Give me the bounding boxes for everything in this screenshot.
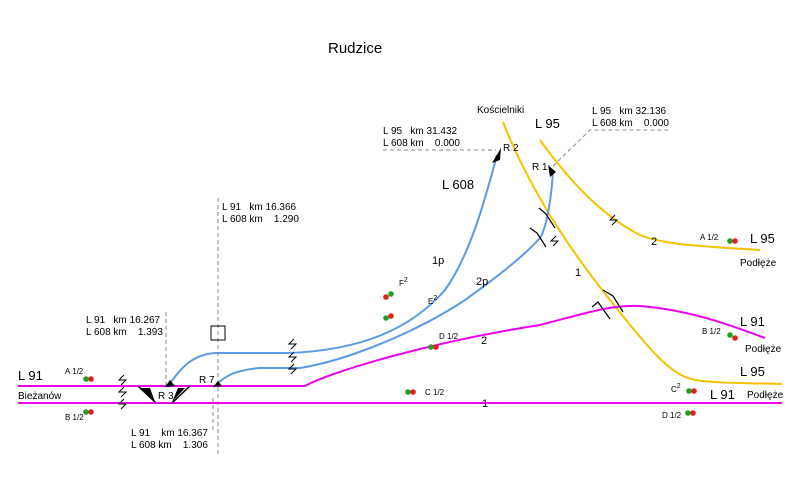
track-label-1p: 1p [432,255,444,267]
r2-switch-point [492,148,501,163]
r3-crossover-right [172,388,185,402]
kilometer-post-marker [210,325,226,341]
km-r2-l95: L 95 km 31.432 [383,126,458,137]
signal-label-c12: C 1/2 [425,388,445,397]
direction-marks [117,214,619,410]
l91-track-2 [304,304,766,387]
place-biezanow: Bieżanów [18,391,62,402]
km-r1-l608: L 608 km 0.000 [592,118,669,129]
signal-label-d12-right: D 1/2 [662,411,682,420]
place-podleze-2: Podłęże [745,344,782,355]
track-label-l91-2: 2 [481,335,487,347]
signal-label-a12-left: A 1/2 [65,367,84,376]
line-91-tracks [18,304,782,404]
l608-track-1p [167,154,498,387]
line-name-l91-right-upper: L 91 [740,314,765,329]
signal-label-f2: F2 [399,277,408,288]
ref-line-r1 [552,129,670,167]
signal-c12-lamp [405,389,416,395]
signal-a12-left-lamp [83,376,94,382]
signal-a12-right-lamp [727,238,738,244]
r3-switch-point [165,380,175,387]
line-name-l95-right-upper: L 95 [750,231,775,246]
km-r3-l91: L 91 km 16.267 [86,315,161,326]
signal-lamps [83,238,738,416]
signal-label-d12-mid: D 1/2 [439,332,459,341]
place-koscielniki: Kościelniki [477,105,524,116]
l95-track-2 [539,139,761,251]
signal-b12-right-lamp [727,332,738,341]
track-label-l95-2: 2 [651,236,657,248]
signal-d12-mid-lamp [428,344,439,350]
r7-switch-point [213,381,222,387]
switch-label-r1: R 1 [532,162,548,173]
signal-label-c2: C2 [671,383,681,394]
line-95-tracks [502,121,783,385]
place-podleze-1: Podłęże [740,258,777,269]
km-bottom-l608: L 608 km 1.306 [131,440,208,451]
l95-track-1 [502,121,783,385]
signal-f2-lamp [383,291,394,300]
signal-b12-left-lamp [83,409,94,415]
line-name-l608: L 608 [442,177,474,192]
km-reference-lines [165,129,670,455]
km-r7-l608: L 608 km 1.290 [222,214,299,225]
line-name-l95-right-lower: L 95 [740,364,765,379]
km-r3-l608: L 608 km 1.393 [86,327,163,338]
line-name-l91-left: L 91 [18,368,43,383]
signal-label-a12-right: A 1/2 [700,233,719,242]
km-r7-l91: L 91 km 16.366 [222,202,297,213]
isolation-brackets [529,207,624,320]
track-label-2p: 2p [476,276,488,288]
switch-label-r3: R 3 [158,391,174,402]
r3-crossover-lines [137,385,191,404]
l608-track-2p [214,169,554,387]
switch-label-r7: R 7 [199,375,215,386]
signal-c2-lamp [686,388,697,394]
signal-label-e2: E2 [428,295,437,306]
line-608-tracks [167,154,554,387]
km-r1-l95: L 95 km 32.136 [592,106,667,117]
diagram-title: Rudzice [328,40,382,57]
signal-e2-lamp [383,313,394,321]
line-name-l91-right-lower: L 91 [710,387,735,402]
track-label-l95-1: 1 [575,267,581,279]
r1-switch-point [548,165,556,177]
place-podleze-3: Podłęże [747,390,784,401]
signal-label-b12-right: B 1/2 [702,327,721,336]
km-r2-l608: L 608 km 0.000 [383,138,460,149]
signal-label-b12-left: B 1/2 [65,413,84,422]
km-bottom-l91: L 91 km 16.367 [131,428,208,439]
switch-label-r2: R 2 [503,143,519,154]
line-name-l95-top: L 95 [535,116,560,131]
switch-points [140,148,556,402]
signal-d12-right-lamp [685,410,696,416]
track-label-l91-1: 1 [482,398,488,410]
